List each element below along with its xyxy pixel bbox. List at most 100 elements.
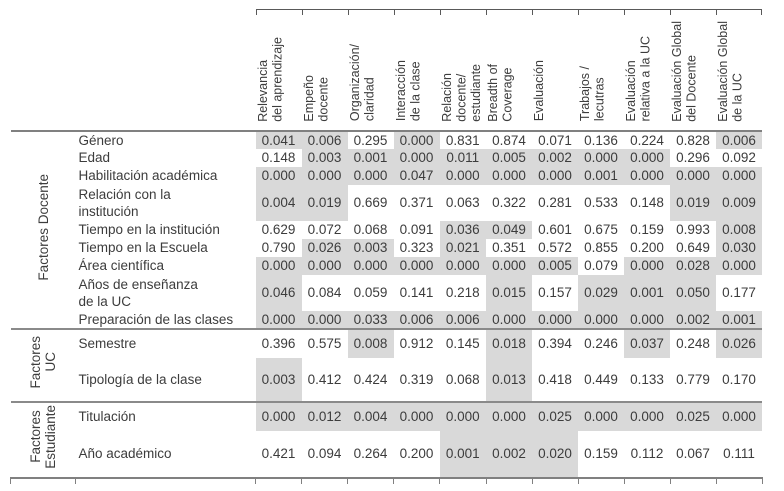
value-cell: 0.000 (486, 310, 532, 329)
bottom-rule-segment (301, 476, 348, 484)
column-header: Trabajos / lecutras (578, 9, 624, 132)
value-cell: 0.396 (255, 327, 302, 358)
value-cell: 0.141 (399, 285, 434, 300)
value-cell: 0.009 (716, 184, 762, 221)
value-cell: 0.068 (445, 371, 480, 387)
value-cell: 0.001 (716, 310, 762, 329)
row-label: Tipología de la clase (78, 371, 202, 387)
bottom-rule-segment (347, 476, 394, 484)
value-cell: 0.572 (538, 240, 572, 255)
column-header: Relación docente/ estudiante (439, 9, 486, 132)
value-cell: 0.159 (584, 446, 618, 461)
bottom-rule-segment (531, 476, 578, 484)
table-row: Tipología de la clase 0.003 0.412 0.424 0.31… (11, 357, 763, 402)
value-cell: 0.033 (347, 310, 394, 329)
value-cell: 0.601 (538, 222, 572, 237)
value-cell: 0.874 (492, 132, 526, 148)
column-header-label: Relación docente/ estudiante (439, 63, 483, 122)
value-cell: 0.019 (670, 184, 716, 221)
bottom-rule-segment (255, 476, 302, 484)
value-cell: 0.001 (578, 166, 624, 185)
value-cell: 0.047 (393, 166, 440, 185)
table-row: Factores UC Semestre 0.396 0.575 0.008 0.912 0… (10, 327, 762, 402)
value-cell: 0.159 (630, 222, 664, 237)
value-cell: 0.049 (486, 220, 532, 239)
value-cell: 0.019 (301, 184, 348, 221)
value-cell: 0.000 (624, 256, 670, 275)
value-cell: 0.000 (393, 256, 440, 275)
group-label: Factores UC (10, 327, 76, 402)
value-cell: 0.000 (624, 400, 670, 431)
value-cell: 0.000 (624, 148, 670, 167)
value-cell: 0.046 (255, 274, 302, 311)
value-cell: 0.112 (630, 446, 664, 461)
value-cell: 0.629 (261, 222, 296, 237)
value-cell: 0.828 (676, 132, 710, 148)
value-cell: 0.157 (538, 285, 572, 300)
value-cell: 0.424 (353, 371, 388, 387)
value-cell: 0.993 (676, 222, 710, 237)
value-cell: 0.200 (630, 240, 664, 255)
value-cell: 0.029 (578, 274, 624, 311)
column-header-label: Evaluación (532, 60, 546, 122)
value-cell: 0.005 (532, 256, 578, 275)
bottom-rule-segment (715, 476, 763, 484)
value-cell: 0.020 (532, 430, 578, 478)
value-cell: 0.091 (399, 222, 434, 237)
column-header-label: Organización/ claridad (347, 44, 377, 122)
value-cell: 0.000 (439, 400, 486, 431)
table-row: Años de enseñanza de la UC 0.046 0.084 0.05… (11, 274, 763, 311)
value-cell: 0.000 (578, 310, 624, 329)
value-cell: 0.003 (347, 238, 394, 257)
value-cell: 0.008 (716, 220, 762, 239)
value-cell: 0.000 (301, 166, 348, 185)
value-cell: 0.000 (486, 256, 532, 275)
value-cell: 0.000 (439, 256, 486, 275)
bottom-rule-segment (669, 476, 716, 484)
table-row: Edad 0.148 0.003 0.001 0.000 0.011 0.005 0.002 0… (11, 148, 763, 167)
row-label: Tiempo en la Escuela (78, 240, 208, 255)
value-cell: 0.133 (630, 371, 664, 387)
value-cell: 0.000 (255, 400, 302, 431)
table-row: Preparación de las clases 0.000 0.000 0.033… (11, 310, 762, 329)
row-label: Preparación de las clases (78, 311, 234, 327)
value-cell: 0.025 (532, 400, 578, 431)
column-header: Evaluación Global de la UC (716, 9, 762, 132)
value-cell: 0.067 (676, 446, 710, 461)
value-cell: 0.649 (676, 240, 710, 255)
value-cell: 0.449 (584, 371, 618, 387)
value-cell: 0.037 (624, 327, 670, 358)
value-cell: 0.008 (347, 327, 394, 358)
value-cell: 0.094 (307, 446, 342, 461)
value-cell: 0.170 (722, 371, 756, 387)
value-cell: 0.001 (624, 274, 670, 311)
p-value-table: Relevancia del aprendizaje Empeño docente… (10, 9, 763, 484)
value-cell: 0.006 (301, 130, 348, 149)
value-cell: 0.000 (255, 166, 302, 185)
value-cell: 0.036 (439, 220, 486, 239)
value-cell: 0.084 (307, 285, 342, 300)
value-cell: 0.059 (353, 285, 388, 300)
value-cell: 0.246 (578, 327, 624, 358)
value-cell: 0.000 (716, 166, 762, 185)
row-label: Año académico (78, 446, 172, 461)
value-cell: 0.050 (670, 274, 716, 311)
value-cell: 0.412 (307, 371, 342, 387)
value-cell: 0.072 (307, 222, 342, 237)
value-cell: 0.000 (301, 310, 348, 329)
row-label: Tiempo en la institución (78, 222, 220, 237)
column-header-label: Breadth of Coverage (486, 63, 515, 122)
group-label-text: Factores Estudiante (28, 405, 58, 469)
value-cell: 0.006 (439, 310, 486, 329)
value-cell: 0.000 (716, 400, 762, 431)
value-cell: 0.071 (538, 132, 572, 148)
value-cell: 0.351 (492, 240, 526, 255)
column-header: Breadth of Coverage (486, 9, 532, 132)
column-header: Empeño docente (301, 9, 348, 132)
value-cell: 0.281 (538, 195, 572, 210)
value-cell: 0.533 (584, 195, 618, 210)
value-cell: 0.000 (439, 166, 486, 185)
value-cell: 0.000 (347, 256, 394, 275)
value-cell: 0.002 (670, 310, 716, 329)
value-cell: 0.145 (439, 327, 486, 358)
